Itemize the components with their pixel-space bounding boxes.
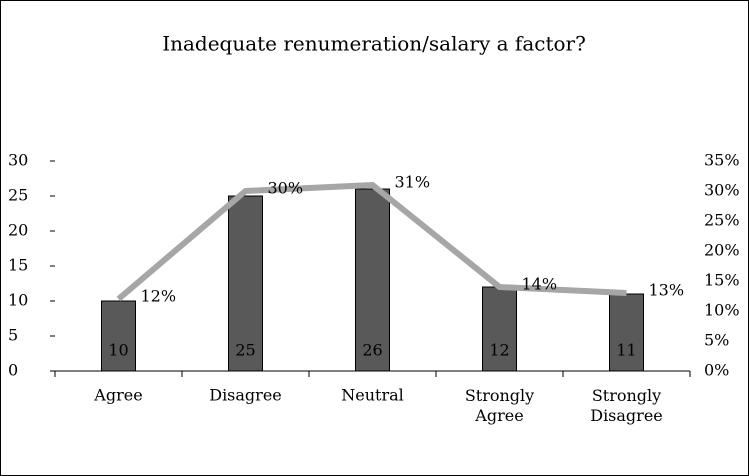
line-value-label: 14% (522, 275, 558, 294)
bar-value-label: 26 (362, 341, 382, 360)
y2-tick-label: 15% (704, 271, 740, 290)
bar (355, 188, 390, 372)
line-value-label: 12% (141, 287, 177, 306)
y2-tick-label: 20% (704, 241, 740, 260)
y-tick-label: 5 (8, 326, 18, 345)
line-value-label: 30% (268, 179, 304, 198)
x-tick-label: Disagree (209, 386, 282, 405)
y2-tick-label: 10% (704, 301, 740, 320)
bar-value-label: 10 (108, 341, 128, 360)
y2-tick-label: 25% (704, 211, 740, 230)
y-tick-label: 10 (8, 291, 28, 310)
chart-title: Inadequate renumeration/salary a factor? (162, 32, 586, 56)
x-tick-label: Neutral (341, 386, 404, 405)
x-tick-label: Strongly Agree (465, 386, 534, 425)
y2-tick-label: 0% (704, 361, 729, 380)
bar (101, 300, 136, 372)
line-value-label: 31% (395, 173, 431, 192)
y-tick-label: 25 (8, 186, 28, 205)
bar-value-label: 25 (235, 341, 255, 360)
bar (482, 286, 517, 372)
y-tick-label: 20 (8, 221, 28, 240)
bar (609, 293, 644, 372)
y-tick-label: 30 (8, 151, 28, 170)
y-tick-label: 0 (8, 361, 18, 380)
line (116, 182, 627, 302)
y-tick-label: 15 (8, 256, 28, 275)
x-tick-label: Agree (93, 386, 142, 405)
x-tick-label: Strongly Disagree (590, 386, 663, 425)
y2-tick-label: 5% (704, 331, 729, 350)
y2-tick-label: 30% (704, 181, 740, 200)
line-value-label: 13% (649, 281, 685, 300)
y2-tick-label: 35% (704, 151, 740, 170)
bar-value-label: 11 (616, 341, 636, 360)
bar-value-label: 12 (489, 341, 509, 360)
bar (228, 195, 263, 372)
